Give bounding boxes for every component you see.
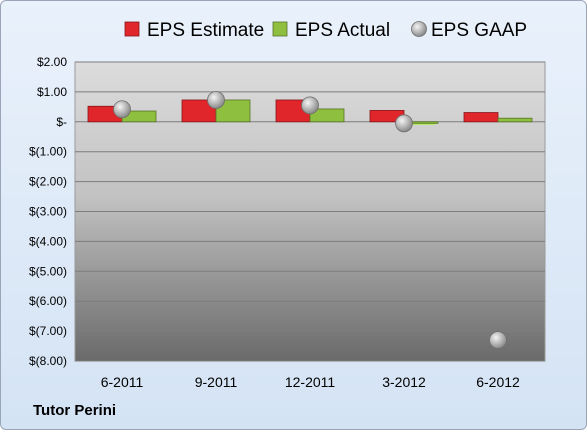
legend: EPS Estimate EPS Actual EPS GAAP (124, 20, 527, 41)
gaap-point (489, 331, 507, 349)
x-tick-label: 6-2011 (101, 374, 144, 390)
legend-marker (124, 21, 140, 37)
gaap-point (301, 96, 319, 115)
bar-eps-estimate (463, 112, 499, 123)
bars (87, 99, 533, 125)
x-tick-label: 12-2011 (285, 374, 336, 390)
x-tick-label: 9-2011 (195, 374, 238, 390)
y-axis: $2.00 $1.00 $- $(1.00) $(2.00) $(3.00) $(4.00)… (29, 55, 67, 368)
y-tick-label: $- (56, 115, 67, 129)
y-tick-label: $(5.00) (29, 264, 67, 278)
y-tick-label: $(1.00) (29, 145, 67, 159)
gaap-point (207, 91, 225, 109)
y-tick-label: $(2.00) (29, 175, 67, 189)
bar-eps-actual (497, 117, 533, 123)
gaap-points (113, 91, 507, 349)
x-tick-label: 6-2012 (476, 374, 520, 390)
legend-marker (411, 21, 427, 37)
bar-eps-actual (309, 108, 345, 123)
legend-label: EPS Estimate (147, 20, 264, 41)
legend-label: EPS GAAP (431, 20, 527, 41)
y-tick-label: $(7.00) (29, 324, 67, 338)
company-name: Tutor Perini (33, 402, 117, 419)
legend-marker (272, 21, 288, 37)
y-tick-label: $(8.00) (29, 354, 67, 368)
y-tick-label: $(3.00) (29, 205, 67, 219)
legend-label: EPS Actual (295, 20, 390, 41)
grid-lines (75, 61, 545, 362)
gaap-point (395, 114, 413, 133)
x-axis: 6-2011 9-2011 12-2011 3-2012 6-2012 (101, 374, 520, 390)
y-tick-label: $(4.00) (29, 234, 67, 248)
bar-eps-actual (215, 99, 251, 123)
x-tick-label: 3-2012 (382, 374, 426, 390)
y-tick-label: $(6.00) (29, 294, 67, 308)
y-tick-label: $2.00 (37, 55, 67, 69)
gaap-point (113, 100, 131, 119)
y-tick-label: $1.00 (37, 85, 67, 99)
